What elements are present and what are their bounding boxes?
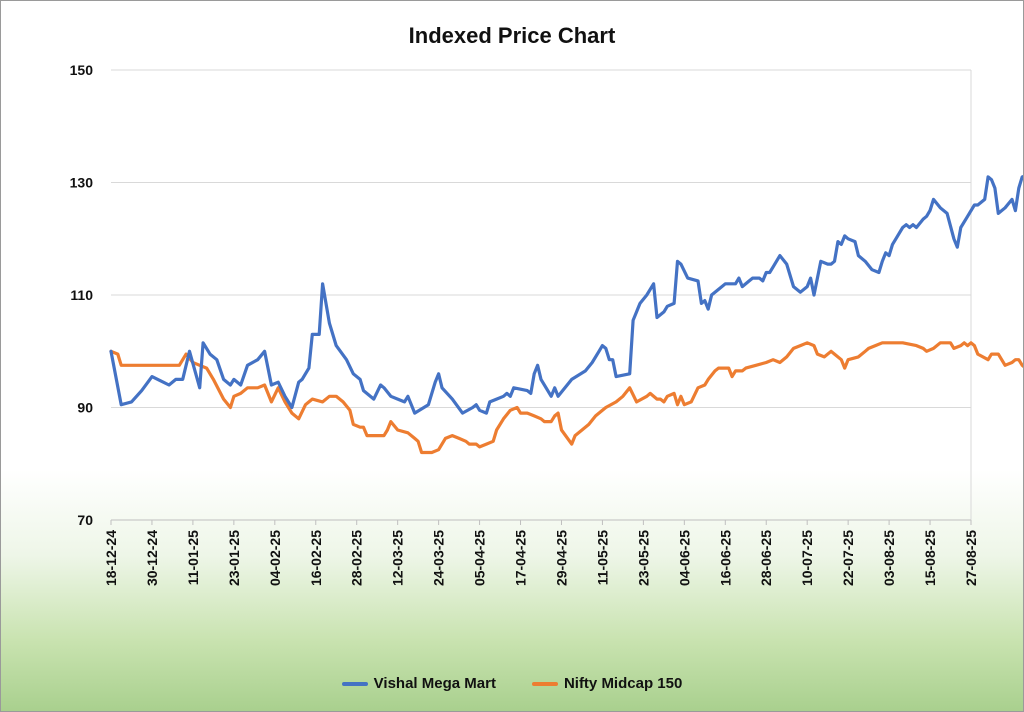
- y-tick-label: 70: [77, 512, 93, 528]
- y-tick-label: 150: [70, 62, 94, 78]
- x-tick-label: 27-08-25: [963, 530, 979, 586]
- x-tick-label: 04-02-25: [267, 530, 283, 586]
- y-tick-label: 130: [70, 175, 94, 191]
- chart-title: Indexed Price Chart: [409, 23, 616, 48]
- x-axis: 18-12-24 30-12-24 11-01-25 23-01-25 04-02-25…: [103, 519, 979, 586]
- x-tick-label: 29-04-25: [553, 530, 569, 586]
- x-tick-label: 23-05-25: [635, 530, 651, 586]
- x-tick-label: 05-04-25: [472, 530, 488, 586]
- x-tick-label: 28-06-25: [758, 530, 774, 586]
- x-tick-label: 17-04-25: [513, 530, 529, 586]
- y-axis: 70 90 110 130 150: [70, 62, 94, 528]
- x-tick-label: 03-08-25: [881, 530, 897, 586]
- x-tick-label: 11-01-25: [185, 530, 201, 585]
- x-tick-label: 23-01-25: [226, 530, 242, 586]
- y-tick-label: 90: [77, 400, 93, 416]
- x-tick-label: 11-05-25: [594, 530, 610, 585]
- x-tick-label: 24-03-25: [431, 530, 447, 586]
- legend-item-nifty[interactable]: Nifty Midcap 150: [531, 675, 683, 692]
- legend-label-nifty: Nifty Midcap 150: [563, 675, 683, 692]
- x-tick-label: 18-12-24: [103, 530, 119, 586]
- x-tick-label: 28-02-25: [349, 530, 365, 586]
- series-line-vishal-mega-mart: [109, 175, 1023, 415]
- x-tick-label: 12-03-25: [390, 530, 406, 586]
- x-tick-label: 22-07-25: [840, 530, 856, 586]
- gridlines: [111, 69, 972, 521]
- x-tick-label: 30-12-24: [144, 530, 160, 586]
- x-tick-label: 04-06-25: [676, 530, 692, 586]
- x-tick-label: 16-06-25: [717, 530, 733, 586]
- x-tick-label: 16-02-25: [308, 530, 324, 586]
- legend-swatch-vishal: [341, 681, 368, 686]
- legend: Vishal Mega Mart Nifty Midcap 150: [1, 675, 1023, 692]
- x-tick-label: 15-08-25: [922, 530, 938, 586]
- x-tick-label: 10-07-25: [799, 530, 815, 586]
- legend-item-vishal[interactable]: Vishal Mega Mart: [341, 675, 496, 692]
- series-line-nifty-midcap-150: [109, 341, 1023, 455]
- legend-label-vishal: Vishal Mega Mart: [373, 675, 496, 692]
- legend-swatch-nifty: [531, 681, 558, 686]
- y-tick-label: 110: [70, 287, 93, 303]
- series-lines: [109, 175, 1023, 455]
